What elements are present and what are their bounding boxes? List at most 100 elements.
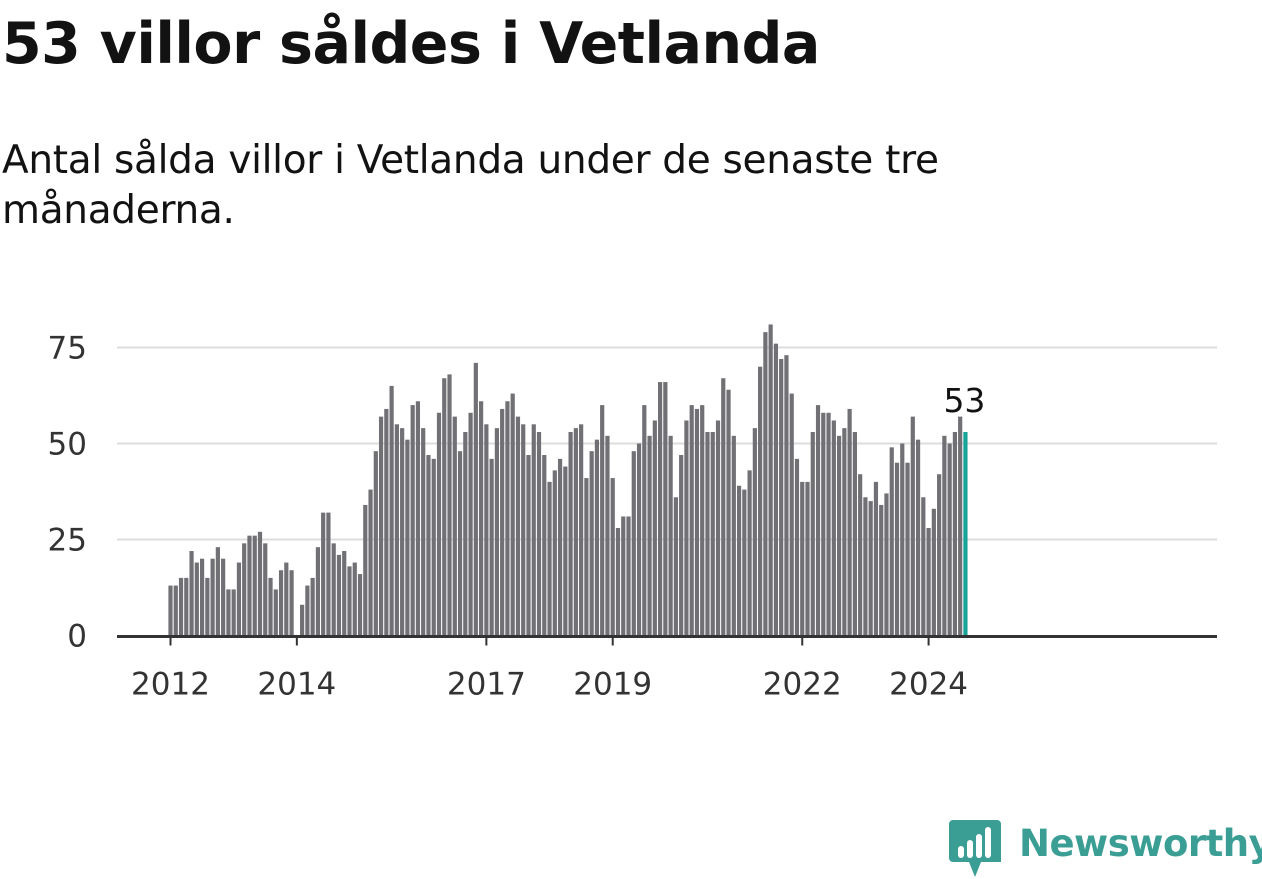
bar	[494, 428, 499, 636]
bar	[863, 497, 868, 636]
y-axis-ticks: 0 25 50 75	[48, 331, 87, 655]
bar	[452, 416, 457, 636]
bar-chart: 0 25 50 75 2012 2014 2017 2019 2022 2024 53	[48, 324, 1217, 703]
bar	[579, 424, 584, 636]
bar	[326, 512, 331, 636]
bar	[573, 428, 578, 636]
bars	[168, 324, 968, 636]
bar	[689, 405, 694, 636]
bar	[742, 489, 747, 636]
bar	[515, 416, 521, 636]
bar	[889, 447, 894, 636]
bar	[615, 527, 621, 636]
bar	[479, 401, 484, 636]
bar	[921, 497, 926, 636]
bar	[605, 435, 610, 636]
bar	[557, 458, 563, 636]
bar	[257, 531, 263, 636]
bar	[347, 566, 352, 636]
bar	[300, 604, 305, 636]
bar	[394, 424, 399, 636]
bar	[694, 408, 700, 636]
bar	[873, 481, 879, 636]
bar	[852, 431, 857, 636]
bar	[289, 570, 294, 636]
bar	[700, 405, 705, 636]
bar	[410, 405, 415, 636]
bar	[210, 558, 215, 636]
bar	[189, 551, 194, 636]
bar	[315, 547, 321, 636]
bar	[378, 416, 384, 636]
y-tick-label: 0	[67, 619, 87, 655]
bar	[600, 405, 605, 636]
bar	[331, 543, 336, 636]
bar	[726, 389, 731, 636]
bar	[842, 428, 847, 636]
y-tick-label: 25	[48, 523, 87, 559]
bar	[868, 501, 873, 636]
bar	[400, 428, 405, 636]
bar	[547, 481, 552, 636]
bar	[631, 451, 636, 636]
bar	[847, 408, 852, 636]
bar	[500, 408, 505, 636]
bar	[810, 431, 815, 636]
bar	[826, 412, 831, 636]
bar	[310, 577, 315, 636]
bar	[815, 405, 821, 636]
page-title: 53 villor såldes i Vetlanda	[2, 11, 820, 77]
bar	[368, 489, 373, 636]
bar	[836, 435, 842, 636]
bar	[305, 585, 310, 636]
bar	[321, 512, 326, 636]
bar	[821, 412, 826, 636]
bar	[473, 362, 478, 636]
bar	[436, 412, 442, 636]
bar	[926, 527, 931, 636]
bar	[652, 420, 657, 636]
bar	[584, 478, 589, 636]
bar	[915, 439, 921, 636]
bar	[858, 474, 863, 636]
bar	[484, 424, 489, 636]
bar	[247, 535, 252, 636]
bar	[668, 435, 673, 636]
bar	[937, 474, 942, 636]
bar	[405, 439, 410, 636]
x-tick-label: 2014	[257, 667, 336, 703]
bar	[621, 516, 626, 636]
bar	[794, 458, 800, 636]
bar	[552, 470, 557, 636]
bar	[768, 324, 773, 636]
bar	[636, 443, 642, 636]
bar	[336, 554, 342, 636]
bar	[205, 577, 210, 636]
bar	[679, 455, 684, 636]
x-tick-label: 2022	[763, 667, 842, 703]
bar	[784, 355, 789, 636]
bar	[731, 435, 736, 636]
bar	[658, 382, 663, 636]
bar	[431, 458, 436, 636]
bar	[178, 577, 184, 636]
bar	[447, 374, 452, 636]
bar	[363, 504, 368, 636]
bar	[710, 431, 715, 636]
bar	[663, 382, 668, 636]
bar	[705, 431, 710, 636]
bar	[831, 420, 836, 636]
bar	[184, 577, 189, 636]
bar	[215, 547, 220, 636]
bar	[221, 558, 226, 636]
bar	[931, 508, 936, 636]
bar	[789, 393, 794, 636]
bar	[763, 332, 768, 636]
bar	[747, 470, 752, 636]
x-tick-label: 2019	[573, 667, 652, 703]
bar	[168, 585, 173, 636]
bar	[236, 562, 242, 636]
bar	[594, 439, 600, 636]
bar	[805, 481, 810, 636]
bar	[900, 443, 905, 636]
